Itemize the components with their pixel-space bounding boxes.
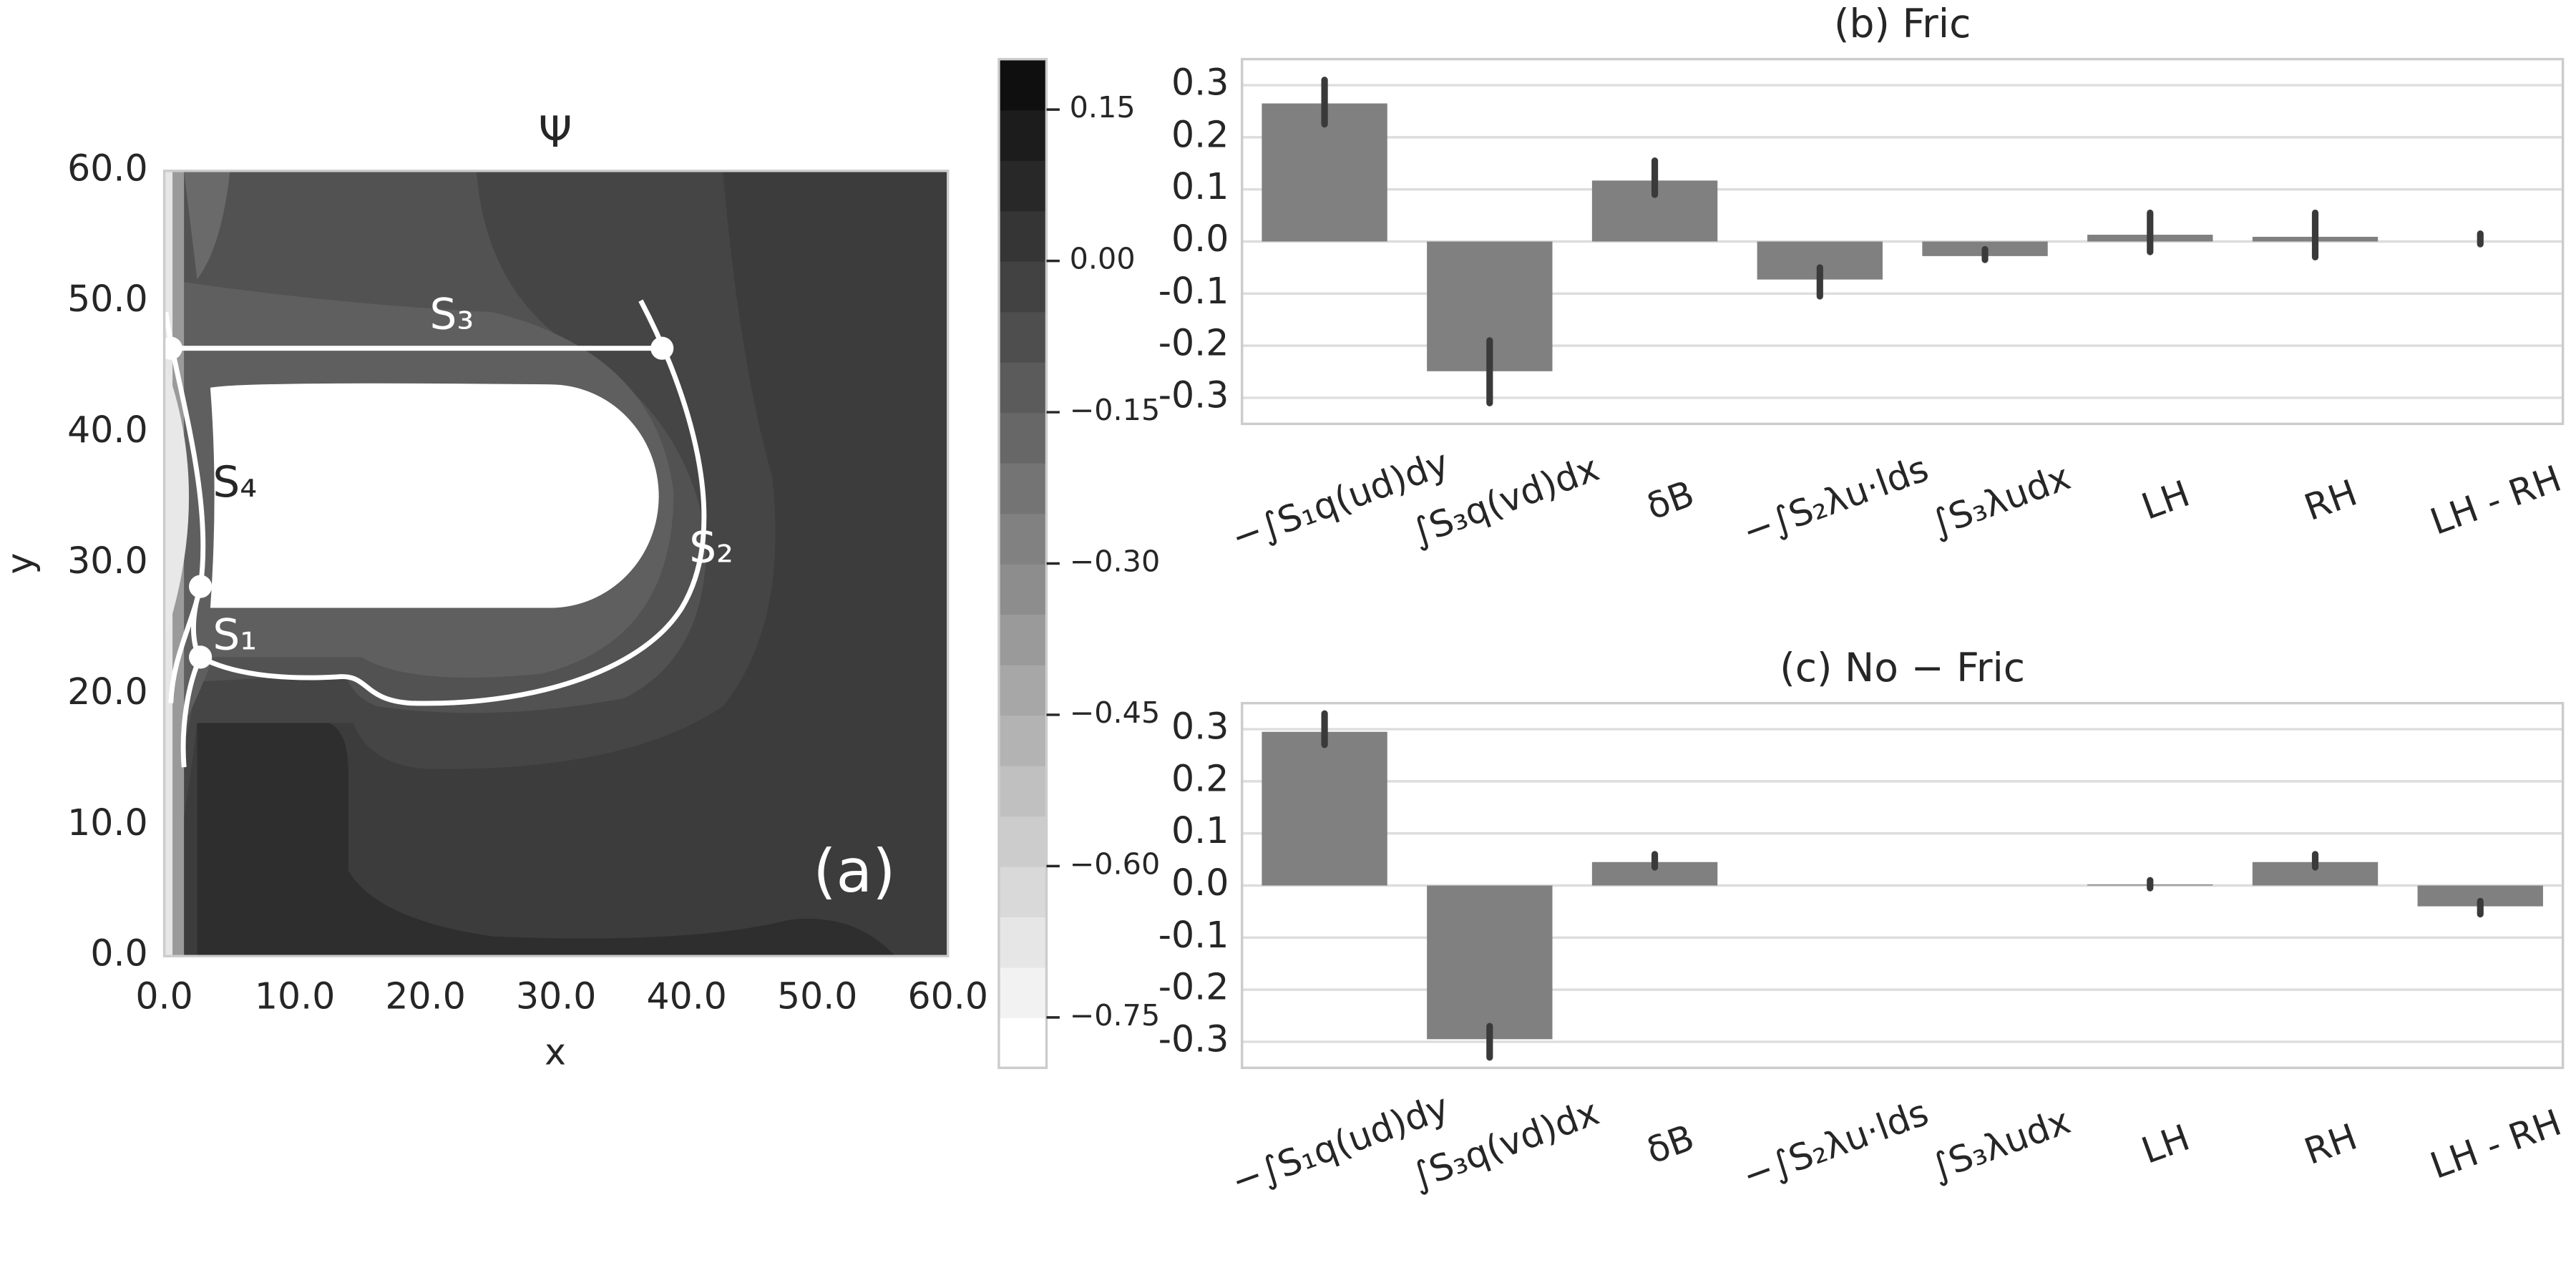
x-tick-label: 20.0 xyxy=(385,975,465,1017)
annotation: S₁ xyxy=(213,610,257,660)
annotation: (a) xyxy=(813,837,895,906)
plot-frame xyxy=(162,170,950,957)
y-tick-label: -0.2 xyxy=(1158,966,1229,1008)
y-tick-label: 0.2 xyxy=(1171,113,1229,155)
y-tick-label: 0.3 xyxy=(1171,706,1229,748)
x-tick-label: δB xyxy=(1641,472,1699,528)
y-tick-label: -0.3 xyxy=(1158,374,1229,416)
colorbar-tick-label: −0.45 xyxy=(1070,696,1161,730)
colorbar-band xyxy=(998,815,1047,867)
x-tick-label: 60.0 xyxy=(908,975,988,1017)
colorbar-band xyxy=(998,765,1047,817)
annotation: S₄ xyxy=(213,458,257,507)
x-tick-label: −∫S₂λu·lds xyxy=(1737,447,1933,553)
chart-title: Ψ xyxy=(539,108,572,157)
annotation: S₃ xyxy=(429,291,474,340)
colorbar-band xyxy=(998,664,1047,716)
x-tick-label: ∫S₃λudx xyxy=(1925,455,2075,545)
y-tick-label: 0.2 xyxy=(1171,757,1229,799)
x-tick-label: 30.0 xyxy=(516,975,596,1017)
x-tick-label: 10.0 xyxy=(255,975,335,1017)
path-s4 xyxy=(164,311,206,703)
colorbar-band xyxy=(998,361,1047,414)
colorbar-band xyxy=(998,412,1047,464)
colorbar-band xyxy=(998,866,1047,918)
colorbar-band xyxy=(998,59,1047,111)
y-tick-label: -0.1 xyxy=(1158,914,1229,956)
x-axis-label: x xyxy=(545,1030,566,1073)
colorbar-tick-label: 0.15 xyxy=(1070,90,1136,125)
y-tick-label: 0.1 xyxy=(1171,165,1229,208)
y-axis-label: y xyxy=(0,553,42,575)
contour-band xyxy=(197,723,896,957)
bar xyxy=(1262,731,1387,886)
y-tick-label: 60.0 xyxy=(67,147,147,189)
annotation: S₂ xyxy=(689,524,733,573)
y-tick-label: 0.0 xyxy=(90,932,147,975)
obstacle xyxy=(210,383,659,608)
points xyxy=(164,336,674,669)
y-tick-label: 50.0 xyxy=(67,278,147,320)
colorbar-band xyxy=(998,210,1047,262)
x-tick-label: 50.0 xyxy=(777,975,857,1017)
path-s2 xyxy=(199,299,707,706)
x-tick-label: RH xyxy=(2299,472,2363,529)
y-tick-label: 0.1 xyxy=(1171,809,1229,852)
point xyxy=(189,645,213,669)
x-tick-label: δB xyxy=(1641,1116,1699,1172)
colorbar-band xyxy=(998,563,1047,615)
colorbar-band xyxy=(998,613,1047,665)
colorbar-band xyxy=(998,462,1047,514)
x-tick-label: LH xyxy=(2136,1116,2195,1172)
chart-title: (b) Fric xyxy=(1834,1,1971,47)
point xyxy=(650,336,674,360)
y-tick-label: 40.0 xyxy=(67,409,147,451)
colorbar-band xyxy=(998,916,1047,968)
colorbar-tick-label: −0.60 xyxy=(1070,847,1161,881)
point xyxy=(164,336,182,360)
y-tick-label: 10.0 xyxy=(67,801,147,844)
colorbar-tick-label: 0.00 xyxy=(1070,242,1136,276)
contours-s xyxy=(164,299,707,768)
colorbar-band xyxy=(998,714,1047,766)
y-tick-label: 30.0 xyxy=(67,540,147,582)
x-tick-label: LH - RH xyxy=(2425,1101,2567,1187)
colorbar-tick-label: −0.75 xyxy=(1070,998,1161,1033)
chart-title: (c) No − Fric xyxy=(1780,645,2025,691)
y-tick-label: 0.0 xyxy=(1171,218,1229,260)
bar xyxy=(1427,885,1553,1040)
colorbar-band xyxy=(998,513,1047,565)
x-tick-label: 0.0 xyxy=(135,975,192,1017)
x-tick-label: ∫S₃λudx xyxy=(1925,1099,2075,1189)
y-tick-label: -0.1 xyxy=(1158,270,1229,312)
colorbar-band xyxy=(998,109,1047,161)
y-tick-label: -0.3 xyxy=(1158,1018,1229,1060)
contour-band xyxy=(164,361,190,641)
plot-frame xyxy=(1240,57,2565,426)
y-tick-label: -0.2 xyxy=(1158,322,1229,364)
colorbar-tick-label: −0.15 xyxy=(1070,393,1161,427)
x-tick-label: LH xyxy=(2136,472,2195,528)
y-tick-label: 0.3 xyxy=(1171,62,1229,104)
colorbar-band xyxy=(998,160,1047,212)
point xyxy=(189,575,213,598)
x-tick-label: 40.0 xyxy=(646,975,726,1017)
colorbar-band xyxy=(998,311,1047,363)
plot-frame xyxy=(1240,701,2565,1070)
x-tick-label: RH xyxy=(2299,1116,2363,1173)
y-tick-label: 20.0 xyxy=(67,670,147,713)
contour-band xyxy=(184,170,230,280)
colorbar-band xyxy=(998,1017,1047,1069)
colorbar-band xyxy=(998,967,1047,1019)
x-tick-label: LH - RH xyxy=(2425,457,2567,543)
colorbar-tick-label: −0.30 xyxy=(1070,545,1161,579)
x-tick-label: −∫S₂λu·lds xyxy=(1737,1091,1933,1197)
contour-field xyxy=(164,170,948,957)
colorbar-band xyxy=(998,260,1047,313)
y-tick-label: 0.0 xyxy=(1171,862,1229,904)
